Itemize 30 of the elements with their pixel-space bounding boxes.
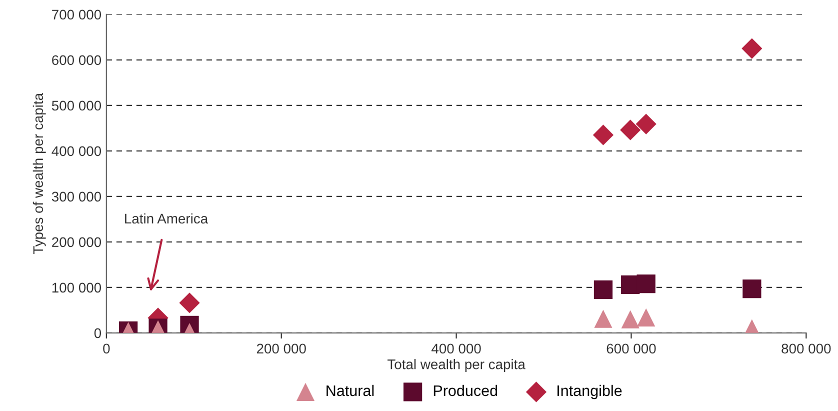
point bbox=[621, 310, 640, 328]
y-tick-label: 0 bbox=[94, 328, 102, 338]
point bbox=[594, 310, 612, 328]
point bbox=[179, 292, 200, 314]
legend-label: Intangible bbox=[558, 384, 622, 400]
annotation: Latin America bbox=[125, 213, 208, 224]
y-axis-title: Types of wealth per capita bbox=[32, 92, 46, 254]
point bbox=[594, 280, 613, 299]
x-tick-label: 600 000 bbox=[606, 344, 656, 354]
x-axis-title: Total wealth per capita bbox=[388, 359, 526, 372]
x-tick-label: 200 000 bbox=[256, 344, 306, 354]
x-tick-label: 800 000 bbox=[782, 344, 831, 354]
legend-label: Natural bbox=[326, 384, 374, 396]
y-tick-label: 100 000 bbox=[52, 282, 102, 293]
y-tick-label: 200 000 bbox=[52, 237, 102, 248]
y-tick-label: 700 000 bbox=[52, 10, 102, 20]
y-tick-label: 300 000 bbox=[52, 192, 102, 202]
y-tick-label: 500 000 bbox=[52, 100, 102, 111]
x-tick-label: 400 000 bbox=[432, 344, 481, 354]
x-tick-label: 0 bbox=[103, 344, 110, 354]
y-tick-label: 600 000 bbox=[52, 55, 102, 66]
y-tick-label: 400 000 bbox=[52, 146, 102, 156]
point bbox=[592, 124, 614, 146]
point bbox=[742, 279, 762, 298]
point bbox=[636, 274, 656, 294]
point bbox=[620, 120, 641, 140]
point bbox=[636, 114, 656, 134]
point bbox=[742, 38, 762, 59]
legend-label: Produced bbox=[434, 384, 498, 396]
point bbox=[637, 308, 656, 326]
